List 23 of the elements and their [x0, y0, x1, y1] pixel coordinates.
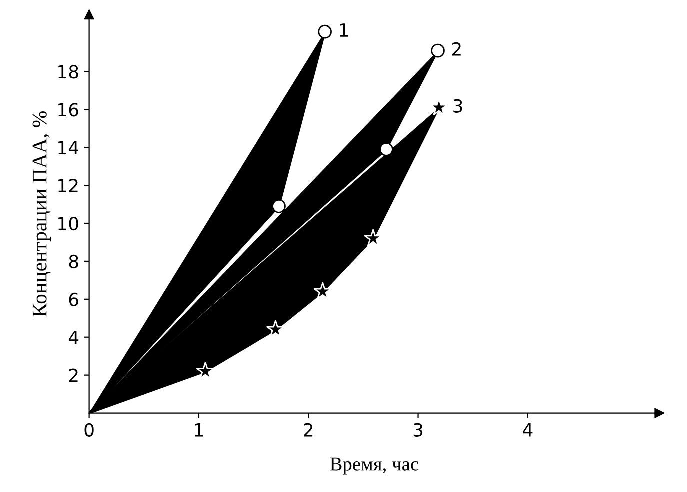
- series-label: 1: [340, 24, 348, 37]
- y-tick-label: 12: [58, 179, 78, 192]
- x-tick-label: 2: [304, 423, 313, 437]
- y-tick-label: 8: [69, 254, 78, 269]
- x-tick-label: 0: [84, 423, 94, 437]
- y-tick-label: 16: [58, 103, 78, 117]
- y-tick-label: 4: [68, 331, 79, 344]
- y-tick-label: 2: [69, 368, 78, 382]
- point: [380, 142, 394, 156]
- y-axis-title: Концентрации ПАА, %: [32, 111, 52, 317]
- series-label: 2: [452, 42, 461, 56]
- x-axis-title: Время, час: [330, 458, 418, 475]
- y-tick-label: 14: [58, 141, 79, 154]
- series-label: 3: [454, 99, 462, 113]
- point: [431, 44, 445, 58]
- x-tick-label: 3: [414, 423, 423, 437]
- y-tick-label: 10: [58, 216, 78, 231]
- y-tick-label: 18: [58, 65, 78, 79]
- x-tick-label: 4: [523, 424, 533, 437]
- point: [318, 24, 332, 39]
- point: [272, 200, 286, 214]
- y-tick-label: 6: [69, 292, 78, 307]
- x-tick-label: 1: [195, 424, 204, 437]
